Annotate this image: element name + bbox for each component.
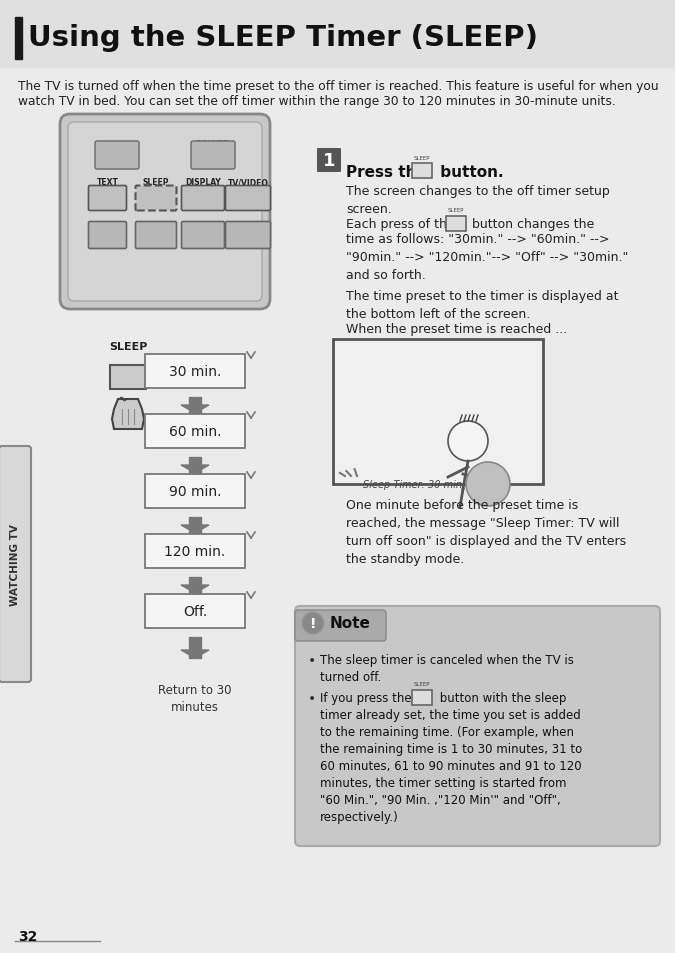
FancyBboxPatch shape (225, 222, 271, 250)
FancyBboxPatch shape (225, 186, 271, 212)
Polygon shape (181, 406, 209, 414)
Text: POWER: POWER (196, 140, 230, 149)
FancyBboxPatch shape (295, 610, 386, 641)
Text: AUDIO: AUDIO (190, 222, 215, 228)
Text: 30 min.: 30 min. (169, 365, 221, 378)
Text: INDEX: INDEX (95, 222, 119, 228)
Text: DISPLAY: DISPLAY (185, 178, 221, 187)
Text: SLEEP: SLEEP (142, 178, 169, 187)
Text: watch TV in bed. You can set the off timer within the range 30 to 120 minutes in: watch TV in bed. You can set the off tim… (18, 95, 616, 108)
Text: •: • (308, 654, 317, 667)
Text: button changes the: button changes the (468, 218, 594, 231)
Text: Sleep Timer: 30 min.: Sleep Timer: 30 min. (363, 479, 465, 490)
Text: SLEEP: SLEEP (414, 155, 430, 160)
FancyBboxPatch shape (88, 222, 126, 250)
FancyBboxPatch shape (182, 186, 225, 212)
FancyBboxPatch shape (88, 186, 126, 212)
Bar (412, 163, 432, 178)
Text: Using the SLEEP Timer (SLEEP): Using the SLEEP Timer (SLEEP) (28, 24, 538, 52)
Bar (189, 578, 201, 594)
Text: 90 min.: 90 min. (169, 484, 221, 498)
Text: HDMI: HDMI (238, 222, 259, 228)
Bar (333, 339, 543, 484)
FancyBboxPatch shape (191, 142, 235, 170)
FancyBboxPatch shape (0, 447, 31, 682)
Text: SUBTITLE: SUBTITLE (137, 222, 175, 228)
Bar (189, 457, 201, 474)
Circle shape (466, 462, 510, 506)
Text: TEXT: TEXT (97, 178, 118, 187)
Bar (189, 397, 201, 414)
Text: 120 min.: 120 min. (165, 544, 225, 558)
Bar (412, 690, 432, 705)
Text: One minute before the preset time is
reached, the message "Sleep Timer: TV will
: One minute before the preset time is rea… (346, 498, 626, 565)
Bar (145, 535, 245, 568)
Text: button.: button. (435, 165, 504, 180)
Text: !: ! (310, 617, 317, 630)
Bar (145, 475, 245, 509)
Circle shape (448, 421, 488, 461)
Text: •: • (308, 691, 317, 705)
Text: 32: 32 (18, 929, 37, 943)
Polygon shape (181, 585, 209, 594)
FancyBboxPatch shape (60, 115, 270, 310)
Text: Each press of the: Each press of the (346, 218, 458, 231)
FancyBboxPatch shape (95, 142, 139, 170)
Text: When the preset time is reached ...: When the preset time is reached ... (346, 323, 567, 335)
Bar (189, 638, 201, 659)
Polygon shape (181, 465, 209, 474)
Text: SLEEP: SLEEP (414, 681, 430, 687)
FancyBboxPatch shape (295, 606, 660, 846)
Text: The time preset to the timer is displayed at
the bottom left of the screen.: The time preset to the timer is displaye… (346, 290, 618, 320)
Circle shape (302, 613, 324, 635)
Polygon shape (181, 650, 209, 659)
Text: SLEEP: SLEEP (448, 209, 464, 213)
Text: Off.: Off. (183, 604, 207, 618)
Text: The TV is turned off when the time preset to the off timer is reached. This feat: The TV is turned off when the time prese… (18, 80, 659, 92)
Text: TV/VIDEO: TV/VIDEO (227, 178, 269, 187)
Text: Press the: Press the (346, 165, 432, 180)
Text: The screen changes to the off timer setup
screen.: The screen changes to the off timer setu… (346, 185, 610, 215)
Text: If you press the: If you press the (320, 691, 415, 704)
Text: 60 min.: 60 min. (169, 424, 221, 438)
Text: 1: 1 (323, 152, 335, 170)
Bar (15, 18, 22, 60)
Text: time as follows: "30min." --> "60min." -->
"90min." --> "120min."--> "Off" --> ": time as follows: "30min." --> "60min." -… (346, 233, 628, 282)
FancyBboxPatch shape (182, 222, 225, 250)
Bar (189, 517, 201, 534)
Bar (145, 415, 245, 449)
Bar (145, 355, 245, 389)
Text: The sleep timer is canceled when the TV is
turned off.: The sleep timer is canceled when the TV … (320, 654, 574, 683)
Bar (0, 0, 675, 68)
Bar (110, 366, 146, 390)
FancyBboxPatch shape (136, 222, 176, 250)
FancyBboxPatch shape (317, 149, 341, 172)
Text: SLEEP: SLEEP (109, 341, 147, 352)
Text: B/A: B/A (109, 140, 125, 149)
Polygon shape (181, 525, 209, 534)
Polygon shape (112, 399, 144, 430)
FancyBboxPatch shape (136, 186, 176, 212)
Text: timer already set, the time you set is added
to the remaining time. (For example: timer already set, the time you set is a… (320, 708, 583, 823)
Bar (446, 216, 466, 232)
Text: Return to 30
minutes: Return to 30 minutes (158, 683, 232, 713)
Bar (145, 595, 245, 628)
Text: WATCHING TV: WATCHING TV (10, 523, 20, 605)
FancyBboxPatch shape (68, 123, 262, 302)
Text: button with the sleep: button with the sleep (436, 691, 566, 704)
Text: Note: Note (330, 616, 371, 631)
